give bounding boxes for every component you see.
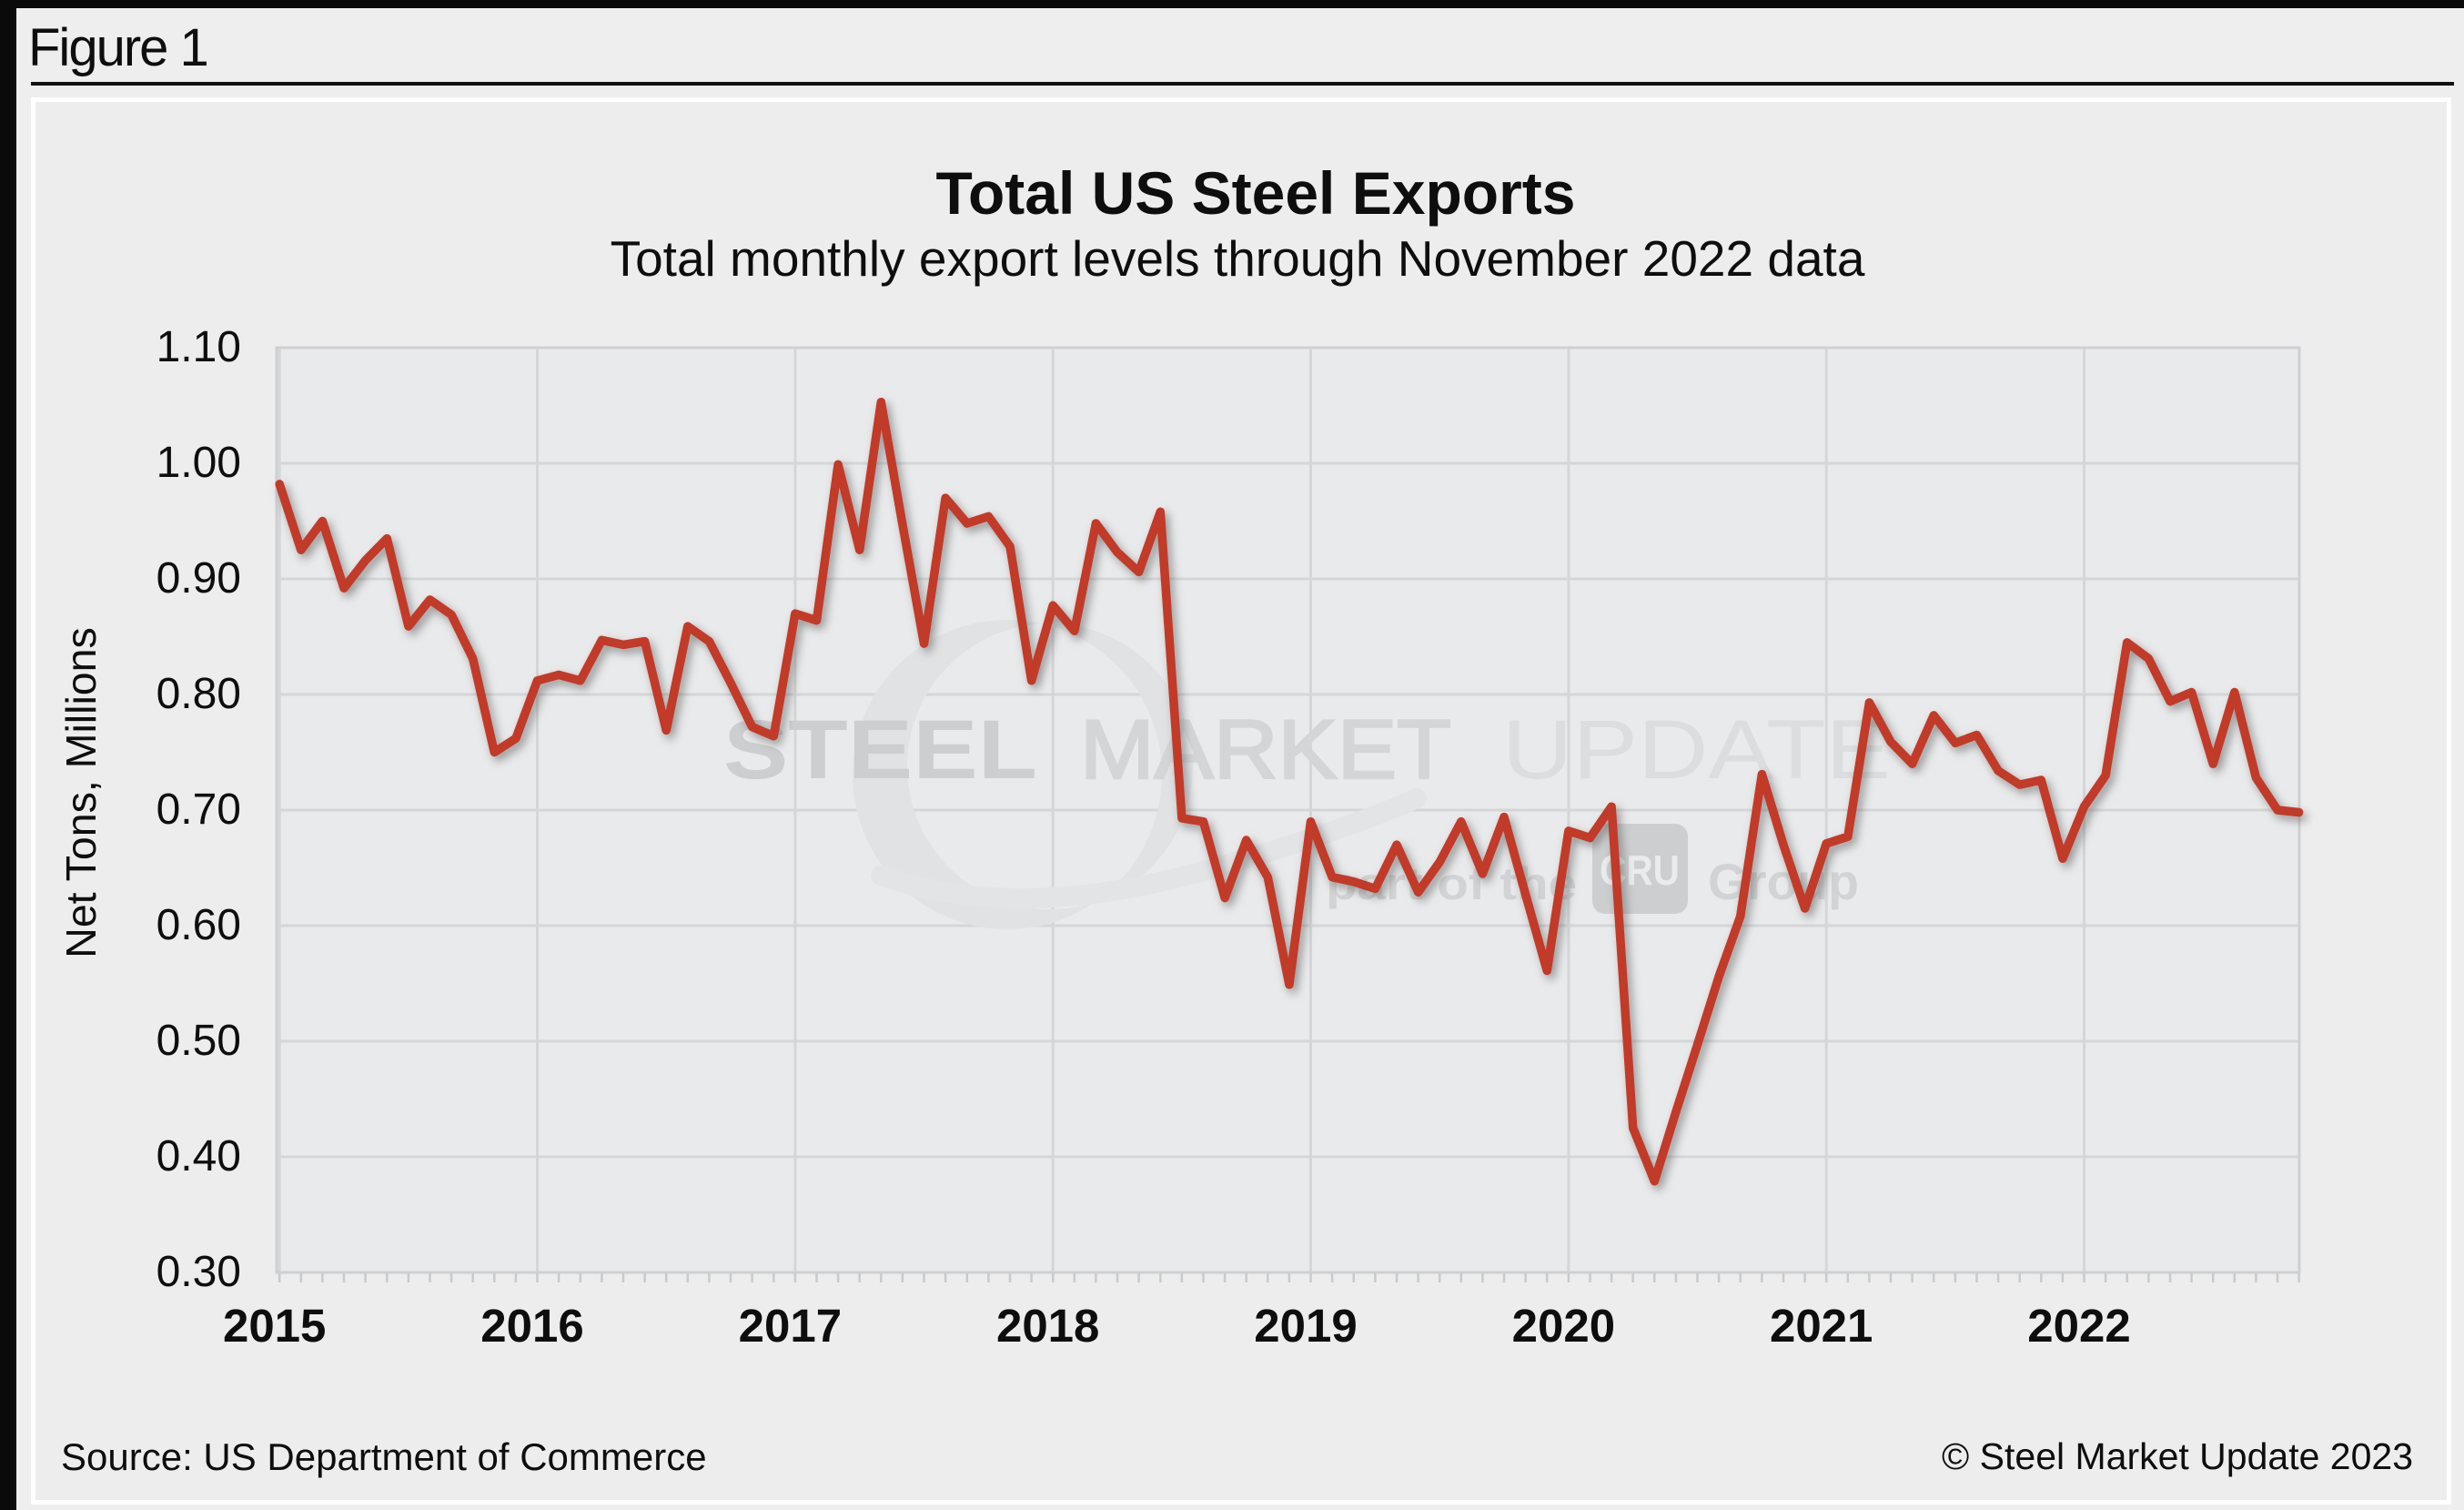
svg-text:Group: Group — [1708, 853, 1859, 910]
svg-text:STEEL: STEEL — [723, 704, 1037, 796]
svg-text:MARKET: MARKET — [1080, 704, 1451, 796]
svg-text:UPDATE: UPDATE — [1502, 704, 1891, 796]
